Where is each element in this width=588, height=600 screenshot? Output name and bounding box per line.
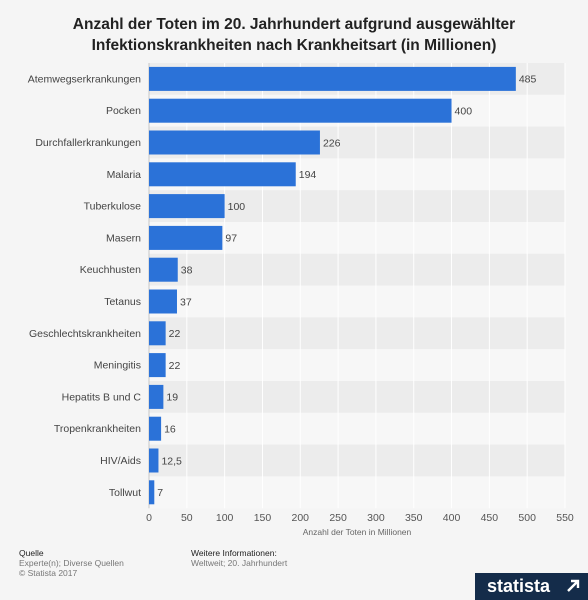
logo-arrow-icon bbox=[567, 579, 580, 592]
value-label: 38 bbox=[181, 265, 193, 277]
x-tick-label: 300 bbox=[367, 512, 385, 524]
info-block: Weitere Informationen: Weltweit; 20. Jah… bbox=[191, 548, 287, 568]
bar bbox=[149, 353, 166, 378]
category-label: Tetanus bbox=[104, 296, 141, 308]
bar bbox=[149, 289, 177, 314]
category-label: Geschlechtskrankheiten bbox=[29, 328, 141, 340]
category-label: Durchfallerkrankungen bbox=[35, 137, 141, 149]
x-tick-label: 100 bbox=[216, 512, 234, 524]
row-band bbox=[149, 381, 565, 413]
bar bbox=[149, 162, 296, 187]
x-tick-labels: 0 50 100 150 200 250 300 350 400 450 500 550 bbox=[146, 512, 574, 524]
value-label: 16 bbox=[164, 424, 176, 436]
category-label: Pocken bbox=[106, 105, 141, 117]
category-labels: Atemwegserkrankungen Pocken Durchfallerkra… bbox=[28, 73, 142, 498]
value-label: 226 bbox=[323, 137, 341, 149]
row-band bbox=[149, 317, 565, 350]
value-label: 37 bbox=[180, 296, 192, 308]
bar bbox=[149, 194, 225, 219]
x-tick-label: 550 bbox=[556, 512, 574, 524]
info-line: Weltweit; 20. Jahrhundert bbox=[191, 558, 288, 568]
bars bbox=[149, 66, 516, 505]
footer: Quelle Experte(n); Diverse Quellen © Sta… bbox=[0, 540, 588, 600]
bar bbox=[149, 225, 223, 250]
value-labels: 485 400 226 194 100 97 38 37 22 22 19 16 12,5 7 bbox=[157, 74, 536, 499]
bar bbox=[149, 384, 164, 409]
row-band bbox=[149, 349, 565, 381]
value-label: 194 bbox=[299, 169, 317, 181]
category-label: Hepatits B und C bbox=[62, 391, 142, 403]
row-band bbox=[149, 444, 565, 477]
category-label: Malaria bbox=[107, 169, 142, 181]
category-label: Tropenkrankheiten bbox=[54, 423, 141, 435]
x-axis-label: Anzahl der Toten in Millionen bbox=[303, 527, 412, 537]
row-band bbox=[149, 476, 565, 509]
source-heading: Quelle bbox=[19, 548, 44, 558]
bar bbox=[149, 416, 162, 441]
x-tick-label: 500 bbox=[518, 512, 536, 524]
bar bbox=[149, 480, 155, 505]
x-tick-label: 0 bbox=[146, 512, 152, 524]
bar-chart: Atemwegserkrankungen Pocken Durchfallerkra… bbox=[28, 63, 574, 537]
category-label: Atemwegserkrankungen bbox=[28, 73, 141, 85]
bar bbox=[149, 98, 452, 123]
value-label: 7 bbox=[157, 487, 163, 499]
category-label: HIV/Aids bbox=[100, 455, 141, 467]
row-band bbox=[149, 412, 565, 445]
chart-title: Anzahl der Toten im 20. Jahrhundert aufg… bbox=[0, 14, 588, 56]
category-label: Masern bbox=[106, 232, 141, 244]
info-heading: Weitere Informationen: bbox=[191, 548, 277, 558]
x-tick-label: 350 bbox=[405, 512, 423, 524]
category-label: Tuberkulose bbox=[84, 201, 142, 213]
source-line: Experte(n); Diverse Quellen bbox=[19, 558, 124, 568]
category-label: Meningitis bbox=[94, 360, 141, 372]
bar bbox=[149, 66, 516, 91]
x-tick-label: 450 bbox=[481, 512, 499, 524]
chart-title-line-1: Anzahl der Toten im 20. Jahrhundert aufg… bbox=[72, 16, 516, 33]
bar bbox=[149, 321, 166, 346]
logo-text: statista bbox=[487, 576, 551, 596]
value-label: 22 bbox=[169, 328, 181, 340]
x-tick-label: 200 bbox=[292, 512, 310, 524]
bar bbox=[149, 130, 320, 155]
copyright-line: © Statista 2017 bbox=[19, 568, 78, 578]
x-tick-label: 400 bbox=[443, 512, 461, 524]
x-tick-label: 150 bbox=[254, 512, 272, 524]
value-label: 485 bbox=[519, 74, 537, 86]
value-label: 97 bbox=[225, 233, 237, 245]
row-bands bbox=[149, 63, 565, 509]
value-label: 400 bbox=[455, 106, 473, 118]
value-label: 12,5 bbox=[161, 455, 182, 467]
x-tick-label: 250 bbox=[329, 512, 347, 524]
bar bbox=[149, 257, 178, 282]
bar bbox=[149, 448, 159, 473]
x-tick-label: 50 bbox=[181, 512, 193, 524]
row-band bbox=[149, 285, 565, 318]
value-label: 19 bbox=[166, 392, 178, 404]
source-block: Quelle Experte(n); Diverse Quellen © Sta… bbox=[19, 548, 124, 578]
row-band bbox=[149, 253, 565, 286]
value-label: 100 bbox=[228, 201, 246, 213]
category-label: Tollwut bbox=[109, 487, 141, 499]
chart-title-line-2: Infektionskrankheiten nach Krankheitsart… bbox=[91, 37, 497, 54]
statista-logo[interactable]: statista bbox=[475, 573, 588, 600]
value-label: 22 bbox=[169, 360, 181, 372]
category-label: Keuchhusten bbox=[80, 264, 141, 276]
